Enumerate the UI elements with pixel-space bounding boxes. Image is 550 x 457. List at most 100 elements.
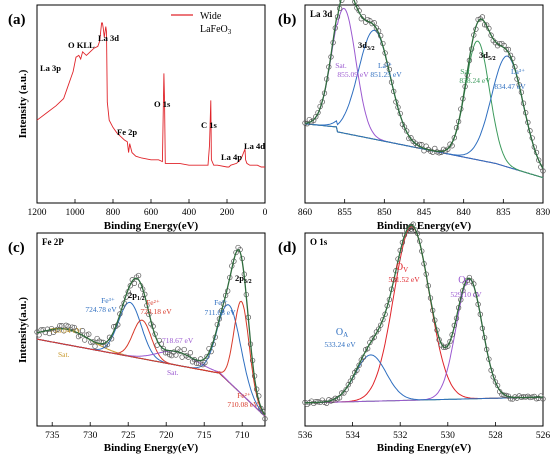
label-2p12: 2p1/2 (128, 290, 145, 302)
label-c-fe3a-ev: 724.78 eV (85, 305, 117, 314)
panel-b-component-0 (304, 7, 544, 179)
panel-b-data-point (315, 109, 321, 116)
label-3d52: 3d5/2 (479, 50, 496, 62)
label-c-fe2a: Fe²⁺ (146, 298, 160, 307)
label-c-sat1: Sat. (58, 350, 70, 359)
panel-c-tick-label-2: 725 (121, 431, 136, 441)
label-b-la2: La³⁺ (511, 67, 525, 76)
panel-c-data-point (104, 341, 111, 348)
panel-c-data-point (135, 272, 142, 279)
panel-a-tick-label-0: 1200 (28, 208, 47, 218)
panel-d-data-point (339, 390, 345, 396)
panel-d-data-point (375, 326, 382, 332)
panel-b-title: La 3d (310, 9, 332, 19)
panel-c-data-point (204, 353, 210, 360)
label-c-fe3b: Fe³⁺ (214, 298, 228, 307)
panel-a-tick-label-5: 200 (220, 208, 235, 218)
label-b-la1: La³⁺ (378, 61, 392, 70)
label-ol: OL (458, 275, 470, 287)
panel-c-component-5 (36, 300, 266, 416)
panel-d-data-point (380, 316, 386, 323)
label-c-733: 733.04 eV (50, 326, 82, 335)
panel-d-data-point (343, 386, 349, 393)
panel-d-data-point (533, 396, 540, 402)
label-o1s: O 1s (154, 99, 171, 109)
panel-a-legend-lafeo: LaFeO3 (200, 24, 232, 36)
panel-c-tick-label-3: 720 (159, 431, 174, 441)
panel-c-plot (34, 244, 268, 422)
panel-c-xticks: 735 730 725 720 715 710 (45, 422, 250, 441)
label-c-fe2a-ev: 723.18 eV (140, 307, 172, 316)
panel-c-ylabel: Intensity(a.u.) (17, 297, 29, 363)
panel-a-tick-label-2: 800 (106, 208, 121, 218)
panel-d-xticks: 536 534 532 530 528 526 (298, 422, 550, 441)
panel-d-title: O 1s (310, 237, 328, 247)
label-c-fe2b: Fe²⁺ (237, 391, 251, 400)
panel-a-ylabel: Intensity (a.u.) (17, 69, 29, 138)
panel-d-letter: (d) (278, 240, 296, 256)
panel-d-fit-line (305, 224, 544, 404)
panel-d-tick-label-0: 536 (298, 431, 313, 441)
panel-c-data-point (193, 360, 200, 366)
panel-a-legend-wide: Wide (200, 11, 222, 22)
panel-b-data-point (304, 121, 310, 127)
label-b-sat2-ev: 838.24 eV (459, 76, 491, 85)
panel-d-xlabel: Binding Energy(eV) (377, 442, 472, 454)
panel-c-data-point (92, 343, 98, 349)
panel-b-data-point (352, 0, 358, 5)
panel-c-data-point (131, 280, 138, 286)
panel-c-data-point (173, 352, 179, 358)
panel-d-tick-label-3: 530 (441, 431, 456, 441)
panel-c-data-point (187, 350, 194, 356)
panel-b-background-line (304, 123, 544, 179)
panel-d-tick-label-2: 532 (393, 431, 408, 441)
panel-b-tick-label-2: 850 (377, 208, 392, 218)
panel-c: (c) Fe 2P 735 730 725 720 715 710 Binding Ene… (8, 232, 268, 454)
panel-c-data-point (79, 328, 86, 334)
label-oa: OA (336, 327, 348, 339)
panel-d-tick-label-4: 528 (488, 431, 503, 441)
panel-d-component-0 (305, 226, 544, 404)
panel-c-data-point (198, 356, 204, 362)
panel-b-tick-label-3: 845 (417, 208, 432, 218)
panel-a-tick-label-4: 400 (182, 208, 197, 218)
panel-d-plot (302, 221, 546, 408)
label-la4d: La 4d (244, 141, 265, 151)
panel-c-fit-line (36, 248, 266, 416)
panel-d-data-point (378, 322, 384, 328)
panel-b-data-point (436, 150, 442, 156)
panel-c-tick-label-1: 730 (83, 431, 98, 441)
panel-b-plot (302, 0, 546, 179)
panel-b-data-point (488, 32, 494, 38)
panel-d-data-point (349, 374, 356, 381)
panel-d-tick-label-5: 526 (536, 431, 550, 441)
label-c-718: 718.67 eV (162, 336, 194, 345)
panel-a-xlabel: Binding Energy(eV) (104, 220, 199, 232)
panel-c-data-point (86, 331, 92, 337)
panel-a-tick-label-6: 0 (263, 208, 268, 218)
panel-c-tick-label-5: 710 (235, 431, 250, 441)
label-c-fe3a: Fe³⁺ (101, 296, 115, 305)
panel-d-tick-label-1: 534 (345, 431, 360, 441)
panel-d-data-point (371, 334, 377, 340)
panel-d-data-point (540, 396, 546, 402)
panel-b-data-point (339, 0, 345, 3)
label-3d32: 3d3/2 (358, 40, 375, 52)
label-c-fe3b-ev: 711.68 eV (205, 308, 237, 317)
panel-c-data-point (262, 416, 268, 422)
panel-c-title: Fe 2P (42, 237, 64, 247)
label-ol-ev: 529.10 eV (450, 290, 482, 299)
panel-b-frame (304, 4, 544, 204)
panel-b-tick-label-1: 855 (338, 208, 353, 218)
label-c1s: C 1s (201, 120, 218, 130)
label-la3p: La 3p (40, 63, 61, 73)
label-c-sat2: Sat. (167, 368, 179, 377)
panel-c-data-point (98, 339, 104, 345)
panel-b-xticks: 860 855 850 845 840 835 830 (298, 199, 550, 218)
panel-b-tick-label-4: 840 (457, 208, 472, 218)
panel-b-data-point (401, 124, 408, 130)
panel-c-data-point (57, 323, 63, 329)
panel-d: (d) O 1s 536 534 532 530 528 526 Binding Ener… (278, 221, 550, 454)
panel-b-data-point (540, 168, 546, 174)
panel-c-data-point (260, 409, 266, 415)
